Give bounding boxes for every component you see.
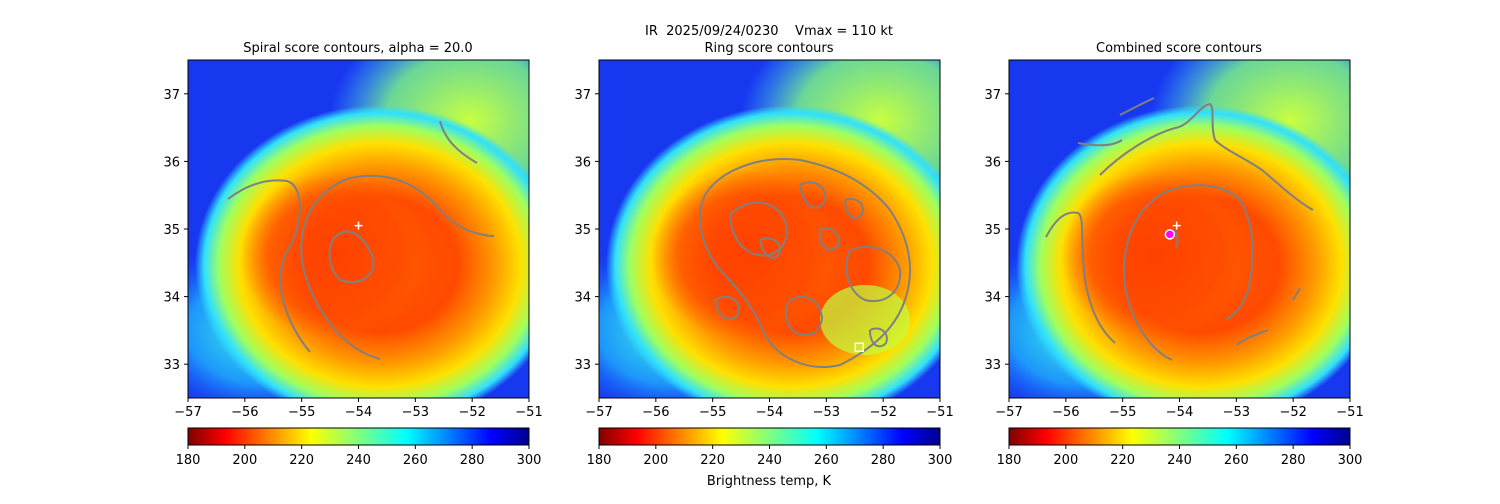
y-tick-label: 33 bbox=[163, 358, 180, 373]
x-tick-label: −54 bbox=[1166, 405, 1193, 420]
y-tick-label: 34 bbox=[574, 291, 591, 306]
colorbar-tick-label: 200 bbox=[1053, 453, 1078, 468]
y-tick-label: 33 bbox=[984, 358, 1001, 373]
x-tick-label: −54 bbox=[756, 405, 783, 420]
colorbar-tick-label: 180 bbox=[176, 453, 201, 468]
y-tick-label: 37 bbox=[984, 88, 1001, 103]
panel-title: Spiral score contours, alpha = 20.0 bbox=[243, 41, 472, 56]
x-tick-label: −53 bbox=[402, 405, 429, 420]
heatmap-image bbox=[1009, 60, 1350, 398]
colorbar-axis: 180 200 220 240 260 280 300 bbox=[997, 445, 1363, 468]
y-tick-label: 36 bbox=[574, 155, 591, 170]
y-tick-label: 37 bbox=[574, 88, 591, 103]
y-axis: 33 34 35 36 37 bbox=[984, 88, 1009, 373]
y-tick-label: 35 bbox=[163, 223, 180, 238]
x-tick-label: −55 bbox=[699, 405, 726, 420]
panel-ring: Ring score contours −57 −56 −55 −54 −53 −52 −5… bbox=[574, 41, 954, 468]
colorbar-tick-label: 300 bbox=[928, 453, 953, 468]
x-tick-label: −51 bbox=[926, 405, 953, 420]
storm-center-plus-marker bbox=[354, 221, 363, 230]
x-tick-label: −53 bbox=[1223, 405, 1250, 420]
combined-center-circle-marker bbox=[1164, 229, 1176, 240]
colorbar-tick-label: 220 bbox=[1110, 453, 1135, 468]
colorbar-axis: 180 200 220 240 260 280 300 bbox=[176, 445, 542, 468]
colorbar-tick-label: 220 bbox=[289, 453, 314, 468]
colorbar-tick-label: 200 bbox=[232, 453, 257, 468]
colorbar bbox=[187, 427, 530, 446]
colorbar-tick-label: 180 bbox=[997, 453, 1022, 468]
score-contours bbox=[699, 158, 911, 368]
figure-suptitle: IR 2025/09/24/0230 Vmax = 110 kt bbox=[645, 24, 893, 39]
ring-center-square-marker bbox=[854, 342, 865, 353]
colorbar-tick-label: 260 bbox=[1224, 453, 1249, 468]
y-axis: 33 34 35 36 37 bbox=[574, 88, 599, 373]
colorbar bbox=[1008, 427, 1351, 446]
panel-title: Ring score contours bbox=[704, 41, 833, 56]
y-tick-label: 36 bbox=[984, 155, 1001, 170]
x-tick-label: −56 bbox=[231, 405, 258, 420]
x-tick-label: −54 bbox=[345, 405, 372, 420]
y-tick-label: 35 bbox=[574, 223, 591, 238]
x-tick-label: −52 bbox=[869, 405, 896, 420]
panel-title: Combined score contours bbox=[1096, 41, 1262, 56]
colorbar bbox=[598, 427, 941, 446]
x-tick-label: −57 bbox=[995, 405, 1022, 420]
x-tick-label: −55 bbox=[288, 405, 315, 420]
x-tick-label: −51 bbox=[515, 405, 542, 420]
colorbar-tick-label: 200 bbox=[643, 453, 668, 468]
x-tick-label: −52 bbox=[458, 405, 485, 420]
x-tick-label: −52 bbox=[1279, 405, 1306, 420]
heatmap-image bbox=[188, 60, 529, 398]
colorbar-tick-label: 300 bbox=[517, 453, 542, 468]
y-tick-label: 36 bbox=[163, 155, 180, 170]
x-axis: −57 −56 −55 −54 −53 −52 −51 bbox=[585, 398, 954, 420]
marker-layer bbox=[354, 221, 363, 230]
colorbar-tick-label: 240 bbox=[1167, 453, 1192, 468]
x-tick-label: −56 bbox=[1052, 405, 1079, 420]
y-tick-label: 34 bbox=[984, 291, 1001, 306]
colorbar-tick-label: 180 bbox=[587, 453, 612, 468]
marker-layer bbox=[854, 342, 865, 353]
colorbar-tick-label: 280 bbox=[1281, 453, 1306, 468]
y-tick-label: 37 bbox=[163, 88, 180, 103]
x-tick-label: −56 bbox=[642, 405, 669, 420]
colorbar-tick-label: 260 bbox=[403, 453, 428, 468]
storm-center-plus-marker bbox=[1172, 221, 1181, 230]
x-tick-label: −53 bbox=[813, 405, 840, 420]
y-tick-label: 34 bbox=[163, 291, 180, 306]
x-tick-label: −57 bbox=[585, 405, 612, 420]
colorbar-tick-label: 240 bbox=[346, 453, 371, 468]
colorbar-tick-label: 300 bbox=[1338, 453, 1363, 468]
x-axis: −57 −56 −55 −54 −53 −52 −51 bbox=[995, 398, 1364, 420]
heatmap-image bbox=[599, 60, 940, 398]
x-tick-label: −51 bbox=[1336, 405, 1363, 420]
colorbar-tick-label: 240 bbox=[757, 453, 782, 468]
colorbar-axis: 180 200 220 240 260 280 300 bbox=[587, 445, 953, 468]
x-tick-label: −55 bbox=[1109, 405, 1136, 420]
colorbar-tick-label: 280 bbox=[460, 453, 485, 468]
score-contours bbox=[227, 120, 495, 360]
colorbar-tick-label: 260 bbox=[814, 453, 839, 468]
x-tick-label: −57 bbox=[174, 405, 201, 420]
score-contours bbox=[1045, 97, 1314, 361]
x-axis: −57 −56 −55 −54 −53 −52 −51 bbox=[174, 398, 543, 420]
panel-spiral: Spiral score contours, alpha = 20.0 −57−… bbox=[163, 41, 543, 468]
colorbar-tick-label: 280 bbox=[871, 453, 896, 468]
panel-combined: Combined score contours −57 −56 −55 −54 −53−… bbox=[984, 41, 1364, 468]
y-tick-label: 35 bbox=[984, 223, 1001, 238]
colorbar-label: Brightness temp, K bbox=[707, 474, 832, 489]
colorbar-tick-label: 220 bbox=[700, 453, 725, 468]
y-axis: 33 34 35 36 37 bbox=[163, 88, 188, 373]
y-tick-label: 33 bbox=[574, 358, 591, 373]
marker-layer bbox=[1164, 221, 1181, 240]
